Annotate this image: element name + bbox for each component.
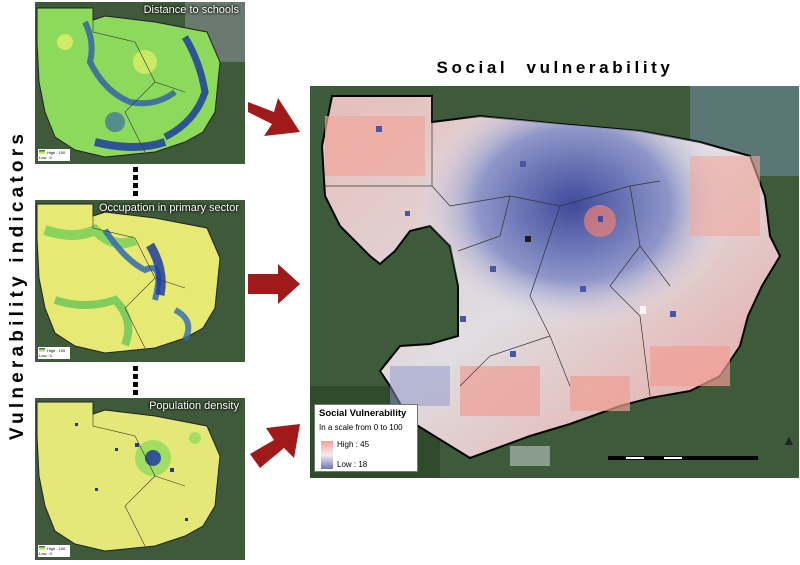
right-arrow-icon xyxy=(248,264,300,304)
right-arrow-icon xyxy=(248,98,300,136)
north-arrow-icon: ▲ xyxy=(782,432,796,448)
social-vulnerability-map-image xyxy=(310,86,799,478)
mini-legend: High : 100 Low : 0 xyxy=(38,545,70,557)
indicator-map-1-image xyxy=(35,2,245,164)
panel-title: Population density xyxy=(149,400,239,412)
indicator-map-3-image xyxy=(35,398,245,560)
legend-low-label: Low : 18 xyxy=(337,460,368,469)
indicator-map-occupation-primary-sector: Occupation in primary sector High : 100 … xyxy=(35,200,245,362)
panel-title: Occupation in primary sector xyxy=(99,202,239,214)
legend-title: Social Vulnerability xyxy=(319,408,407,419)
mini-legend: High : 100 Low : 0 xyxy=(38,347,70,359)
main-title: Social vulnerability xyxy=(436,58,674,77)
indicator-map-distance-to-schools: Distance to schools High : 100 Low : 0 xyxy=(35,2,245,164)
indicator-map-2-image xyxy=(35,200,245,362)
panel-title: Distance to schools xyxy=(143,4,239,16)
dotted-connector xyxy=(133,366,139,398)
map-legend: Social Vulnerability In a scale from 0 t… xyxy=(314,404,418,472)
side-title: Vulnerability indicators xyxy=(6,130,30,440)
dotted-connector xyxy=(133,167,139,199)
legend-high-label: High : 45 xyxy=(337,440,370,449)
indicator-map-population-density: Population density High : 100 Low : 0 xyxy=(35,398,245,560)
side-title-text: Vulnerability indicators xyxy=(7,129,28,441)
legend-subtitle: In a scale from 0 to 100 xyxy=(319,423,403,432)
scale-bar xyxy=(608,456,758,460)
legend-color-ramp xyxy=(321,441,333,469)
mini-legend: High : 100 Low : 0 xyxy=(38,149,70,161)
right-arrow-icon xyxy=(250,424,300,468)
social-vulnerability-map xyxy=(310,86,799,478)
